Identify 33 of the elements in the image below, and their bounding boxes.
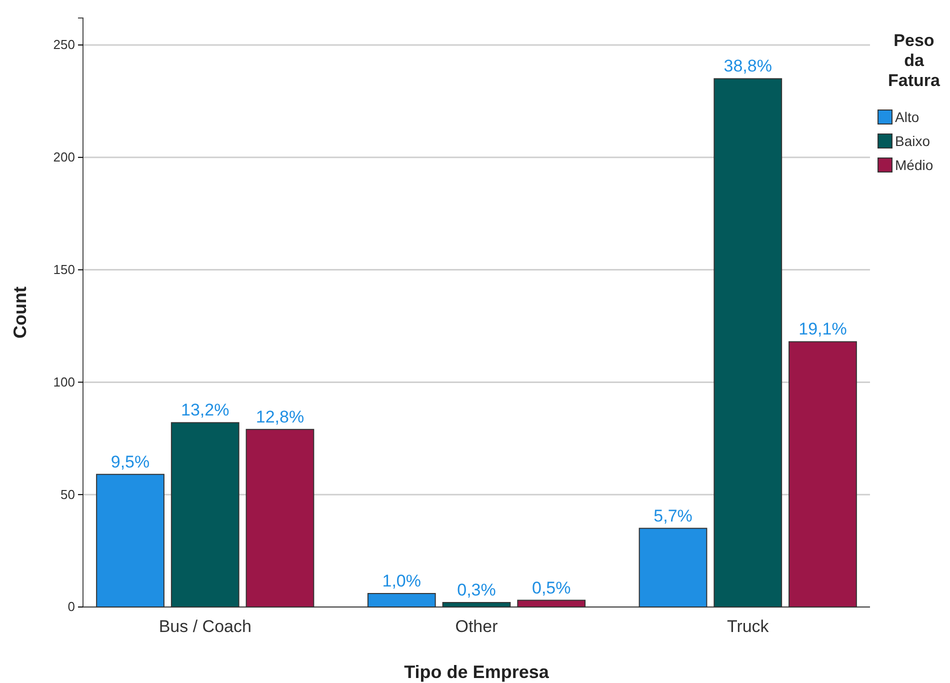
legend-label: Médio: [895, 157, 934, 173]
legend-title: Peso da Fatura: [888, 31, 941, 90]
x-tick-label: Bus / Coach: [158, 617, 252, 636]
annotation: 1,0%: [382, 572, 422, 591]
annotation: 13,2%: [181, 400, 230, 420]
y-tick-label: 150: [53, 262, 75, 277]
y-axis-title: Count: [10, 286, 30, 338]
y-tick-label: 0: [68, 599, 75, 614]
bar: [367, 593, 436, 608]
legend-label: Alto: [895, 109, 920, 125]
y-tick-label: 200: [53, 150, 75, 165]
annotation: 0,5%: [532, 578, 571, 598]
bar: [788, 341, 857, 608]
x-tick-label: Truck: [726, 617, 770, 636]
y-tick-label: 100: [53, 374, 75, 390]
bar: [714, 78, 782, 608]
x-axis-title: Tipo de Empresa: [404, 662, 550, 682]
annotation: 19,1%: [798, 320, 847, 339]
annotation: 9,5%: [110, 452, 150, 472]
annotation: 5,7%: [654, 506, 692, 526]
bar: [638, 528, 708, 608]
bar: [170, 422, 240, 608]
bar: [517, 600, 586, 608]
bar: [96, 474, 164, 608]
annotation: 0,3%: [457, 580, 496, 600]
bar: [442, 602, 511, 608]
y-tick-label: 50: [60, 486, 75, 502]
y-tick-label: 250: [53, 37, 75, 52]
legend-label: Baixo: [895, 133, 930, 149]
annotation: 38,8%: [724, 56, 772, 76]
x-tick-label: Other: [455, 617, 498, 636]
annotation: 12,8%: [256, 407, 304, 426]
bar: [246, 428, 314, 608]
